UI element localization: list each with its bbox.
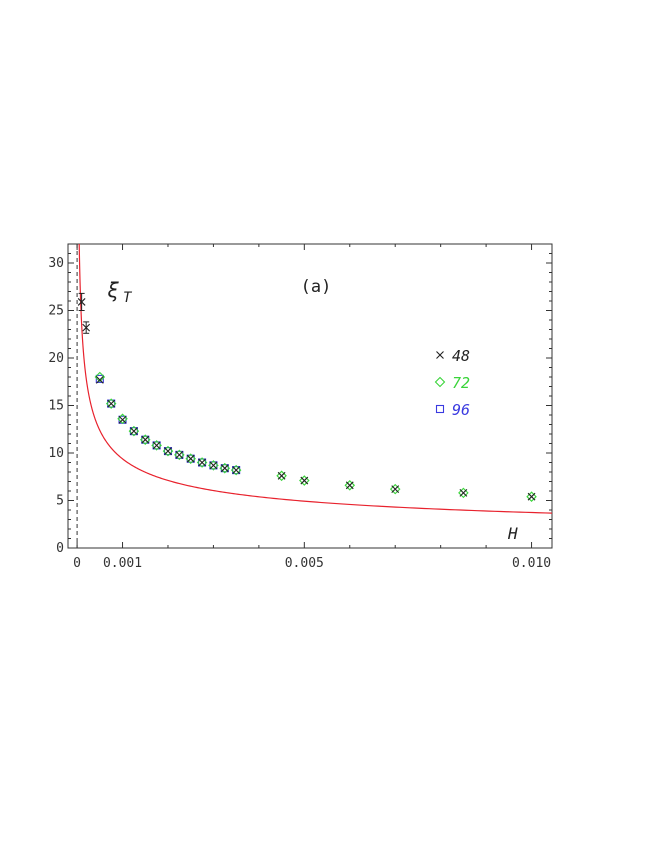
data-point-96: [198, 458, 207, 467]
data-point-72: [139, 434, 151, 445]
data-point-48: [459, 489, 468, 497]
data-point-48: [345, 481, 354, 490]
data-point-96: [129, 427, 138, 436]
data-point-48: [186, 454, 195, 463]
legend-marker-96: [435, 404, 445, 414]
data-point-72: [196, 457, 208, 468]
data-point-72: [94, 371, 106, 383]
y-tick-label: 25: [48, 304, 64, 319]
data-point-48: [77, 298, 86, 306]
data-point-96: [220, 464, 229, 473]
x-tick-label: 0.001: [103, 556, 142, 571]
axis-tick-labels: 0 5 10 15 20 25 30 0 0.001 0.005 0.010: [48, 256, 551, 571]
legend-label-48: 48: [452, 347, 470, 365]
data-point-48: [527, 492, 536, 501]
data-point-72: [185, 453, 196, 464]
data-point-96: [232, 466, 241, 475]
y-tick-label: 15: [48, 399, 64, 414]
data-point-72: [526, 491, 537, 502]
data-point-72: [389, 483, 401, 495]
x-tick-label: 0.005: [285, 556, 324, 571]
fit-curve: [78, 244, 552, 514]
data-point-48: [82, 323, 91, 332]
y-tick-label: 5: [56, 494, 64, 509]
legend-label-96: 96: [452, 401, 470, 419]
data-point-48: [232, 466, 241, 474]
legend: 48 72 96: [434, 347, 470, 419]
data-point-48: [164, 447, 172, 455]
data-point-72: [208, 460, 219, 471]
axis-ticks: [68, 244, 552, 549]
data-point-72: [276, 470, 287, 482]
y-axis-label: ξ: [107, 278, 119, 302]
data-point-72: [299, 475, 310, 486]
x-tick-label: 0: [73, 556, 81, 571]
y-tick-label: 0: [56, 541, 64, 556]
data-point-72: [458, 487, 469, 499]
data-point-72: [230, 464, 242, 476]
legend-label-72: 72: [452, 374, 470, 392]
legend-marker-72: [434, 376, 446, 388]
y-tick-label: 30: [48, 256, 64, 271]
data-point-96: [186, 454, 195, 463]
data-point-96: [141, 435, 150, 444]
y-axis-label-subscript: T: [123, 290, 133, 306]
data-point-48: [175, 451, 184, 459]
data-point-96: [107, 399, 116, 408]
data-point-48: [300, 476, 309, 485]
data-point-48: [141, 435, 150, 444]
data-point-48: [118, 415, 127, 424]
data-point-72: [174, 449, 185, 461]
x-tick-label: 0.010: [512, 556, 551, 571]
data-markers: [77, 292, 537, 502]
legend-marker-48: [436, 351, 444, 359]
data-point-48: [198, 458, 206, 467]
data-point-48: [130, 427, 138, 436]
data-point-48: [209, 461, 218, 470]
y-tick-label: 10: [48, 446, 64, 461]
x-axis-label: H: [507, 524, 518, 543]
data-point-96: [95, 374, 104, 383]
data-point-48: [277, 471, 286, 480]
data-point-48: [95, 375, 104, 384]
data-point-72: [162, 445, 174, 457]
panel-label: (a): [301, 277, 332, 297]
data-point-48: [152, 441, 161, 450]
y-tick-label: 20: [48, 351, 64, 366]
data-point-48: [391, 485, 400, 493]
data-point-96: [175, 450, 184, 459]
data-point-48: [220, 464, 229, 473]
data-point-72: [105, 398, 117, 409]
data-point-96: [163, 447, 173, 456]
data-point-48: [107, 399, 116, 408]
data-point-72: [219, 462, 231, 474]
data-point-96: [209, 461, 218, 470]
data-point-72: [151, 440, 162, 451]
data-point-72: [344, 480, 356, 491]
data-point-96: [152, 441, 161, 450]
data-point-72: [128, 425, 140, 437]
